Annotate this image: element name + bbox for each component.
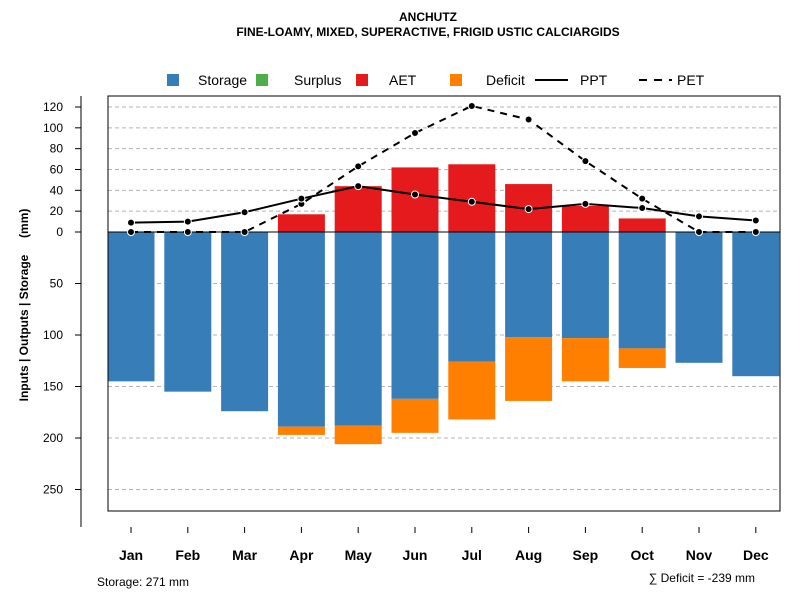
point-pet-nov: [695, 228, 703, 236]
y-tick-label: 200: [43, 431, 63, 445]
bar-storage-jun: [391, 232, 439, 399]
bar-deficit-jun: [391, 398, 439, 433]
bar-aet-oct: [618, 218, 666, 232]
bar-storage-may: [334, 232, 382, 426]
bar-aet-sep: [561, 205, 609, 232]
deficit-total: ∑ Deficit = -239 mm: [649, 571, 755, 585]
point-ppt-apr: [297, 194, 306, 203]
y-tick-label: 40: [50, 183, 64, 197]
legend-label-storage: Storage: [198, 72, 247, 88]
point-pet-may: [354, 162, 363, 171]
legend-label-deficit: Deficit: [486, 72, 525, 88]
bar-storage-mar: [221, 232, 269, 412]
point-ppt-may: [354, 182, 363, 191]
x-tick-label-feb: Feb: [175, 547, 200, 563]
bar-storage-dec: [732, 232, 780, 377]
bar-storage-aug: [505, 232, 553, 338]
x-tick-label-mar: Mar: [232, 547, 257, 563]
x-axis: Jan Feb Mar Apr May Jun Jul Aug Sep Oct Nov Dec: [119, 527, 769, 563]
gridlines: [108, 106, 780, 490]
bar-storage-jan: [107, 232, 155, 382]
storage-total: Storage: 271 mm: [97, 575, 189, 589]
chart-title: ANCHUTZ: [399, 10, 457, 24]
y-tick-label: 100: [43, 328, 63, 342]
bar-storage-feb: [164, 232, 212, 392]
legend-label-aet: AET: [389, 72, 417, 88]
y-tick-label: 150: [43, 380, 63, 394]
point-ppt-jul: [467, 197, 476, 206]
point-pet-jul: [467, 101, 476, 110]
point-ppt-dec: [751, 216, 760, 225]
bar-storage-jul: [448, 232, 496, 362]
point-pet-sep: [581, 157, 590, 166]
legend-label-pet: PET: [677, 72, 705, 88]
bar-storage-nov: [675, 232, 723, 363]
line-pet: [131, 104, 756, 233]
point-ppt-aug: [524, 205, 533, 214]
bar-aet-may: [334, 186, 382, 232]
y-tick-label: 60: [50, 162, 64, 176]
legend-label-surplus: Surplus: [294, 72, 341, 88]
bar-deficit-aug: [505, 337, 553, 401]
point-ppt-nov: [695, 212, 703, 221]
legend-swatch-deficit: [450, 74, 462, 86]
bar-storage-sep: [561, 232, 609, 339]
y-tick-label: 250: [43, 483, 63, 497]
y-axis-label: Inputs | Outputs | Storage (mm): [17, 209, 31, 402]
point-ppt-oct: [638, 204, 647, 213]
bar-aet-apr: [277, 214, 325, 232]
legend-label-ppt: PPT: [580, 72, 608, 88]
y-tick-label: 20: [50, 204, 64, 218]
x-tick-label-jun: Jun: [403, 547, 428, 563]
legend-swatch-surplus: [256, 74, 268, 86]
series-lines: [127, 101, 760, 236]
plot-frame: [107, 95, 781, 512]
x-tick-label-may: May: [345, 547, 372, 563]
bar-storage-apr: [277, 232, 325, 427]
y-tick-label: 80: [50, 142, 64, 156]
bar-storage-oct: [618, 232, 666, 349]
legend-swatch-storage: [167, 74, 179, 86]
bar-deficit-jul: [448, 361, 496, 420]
legend-swatch-aet: [356, 74, 368, 86]
y-tick-label: 0: [56, 225, 63, 239]
x-tick-label-aug: Aug: [515, 547, 542, 563]
bar-aet-jun: [391, 167, 439, 232]
bars: [107, 164, 780, 445]
x-tick-label-sep: Sep: [573, 547, 599, 563]
x-tick-label-dec: Dec: [743, 547, 769, 563]
point-ppt-mar: [240, 208, 249, 217]
point-pet-dec: [751, 228, 760, 236]
point-pet-feb: [183, 228, 192, 236]
x-tick-label-oct: Oct: [631, 547, 655, 563]
y-tick-label: 120: [43, 100, 63, 114]
bar-deficit-oct: [618, 348, 666, 368]
x-tick-label-nov: Nov: [686, 547, 713, 563]
y-tick-label: 100: [43, 121, 63, 135]
point-ppt-jan: [127, 218, 135, 227]
bar-deficit-sep: [561, 338, 609, 382]
bar-deficit-apr: [277, 426, 325, 435]
x-tick-label-jul: Jul: [462, 547, 482, 563]
x-tick-label-jan: Jan: [119, 547, 143, 563]
y-tick-label: 50: [50, 277, 64, 291]
x-tick-label-apr: Apr: [289, 547, 314, 563]
point-pet-oct: [638, 194, 647, 203]
point-pet-aug: [524, 115, 533, 124]
chart-subtitle: FINE-LOAMY, MIXED, SUPERACTIVE, FRIGID U…: [236, 25, 619, 39]
legend: Storage Surplus AET Deficit PPT PET: [167, 72, 705, 88]
point-pet-mar: [240, 228, 249, 236]
point-ppt-sep: [581, 199, 590, 208]
point-pet-jun: [411, 129, 419, 138]
bar-deficit-may: [334, 425, 382, 445]
line-ppt: [130, 185, 756, 224]
point-ppt-jun: [411, 190, 419, 199]
point-ppt-feb: [183, 217, 192, 226]
point-pet-jan: [127, 228, 135, 236]
